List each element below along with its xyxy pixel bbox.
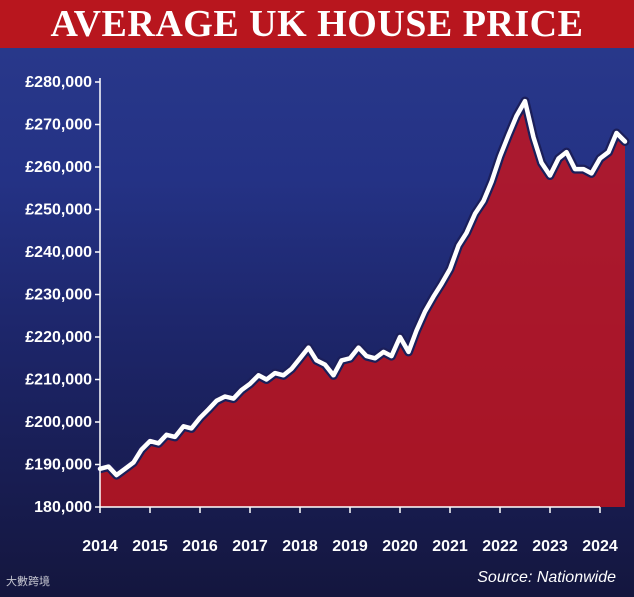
data-point [207,407,211,411]
x-tick-label: 2019 [332,538,368,555]
x-tick-label: 2014 [82,538,118,555]
watermark: 大數跨境 [6,575,50,588]
x-tick-label: 2021 [432,538,468,555]
data-point [432,295,436,299]
y-tick-label: £230,000 [25,287,92,304]
y-tick-label: £210,000 [25,372,92,389]
x-tick-label: 2017 [232,538,268,555]
title-bar [0,0,634,48]
y-tick-label: £240,000 [25,244,92,261]
data-point [232,397,236,401]
data-point [623,140,627,144]
data-point [382,350,386,354]
data-point [490,180,494,184]
data-point [498,154,502,158]
data-point [165,433,169,437]
data-point [515,114,519,118]
data-point [115,473,119,477]
data-point [507,133,511,137]
x-tick-label: 2023 [532,538,568,555]
y-axis: £280,000 £270,000 £260,000 £250,000 £240,000… [25,74,101,516]
y-tick-label: £270,000 [25,117,92,134]
x-tick-label: 2022 [482,538,518,555]
line-layer [95,96,630,480]
source-note: Source: Nationwide [477,569,616,586]
data-point [573,167,577,171]
data-point [415,329,419,333]
data-point [523,99,527,103]
data-point [348,356,352,360]
x-tick-label: 2016 [182,538,218,555]
data-point [615,131,619,135]
data-point [315,358,319,362]
y-tick-label: £280,000 [25,74,92,91]
y-tick-label: 180,000 [34,499,92,516]
data-point [307,346,311,350]
data-point [290,367,294,371]
data-point [582,167,586,171]
data-point [265,378,269,382]
price-line [97,98,628,478]
data-point [332,373,336,377]
y-tick-label: £190,000 [25,457,92,474]
x-tick-label: 2015 [132,538,168,555]
data-point [257,373,261,377]
data-point [140,448,144,452]
data-point [473,212,477,216]
data-point [457,244,461,248]
data-point [173,435,177,439]
data-point [215,399,219,403]
x-tick-label: 2018 [282,538,318,555]
data-point [157,441,161,445]
data-point [423,310,427,314]
x-tick-label: 2024 [582,538,618,555]
house-price-chart: £280,000 £270,000 £260,000 £250,000 £240,000… [25,74,630,555]
data-point [240,388,244,392]
data-point [298,356,302,360]
price-area [100,101,625,507]
data-point [590,171,594,175]
data-point [448,267,452,271]
data-point [182,424,186,428]
data-point [557,157,561,161]
data-point [398,335,402,339]
data-point [465,231,469,235]
y-tick-label: £220,000 [25,329,92,346]
data-point [340,358,344,362]
data-point [357,346,361,350]
x-tick-label: 2020 [382,538,418,555]
data-point [273,371,277,375]
data-point [365,354,369,358]
data-point [482,199,486,203]
data-point [148,439,152,443]
data-point [123,467,127,471]
y-tick-label: £200,000 [25,414,92,431]
y-tick-label: £250,000 [25,202,92,219]
data-point [548,174,552,178]
x-axis: 2014 2015 2016 2017 2018 2019 2020 2021 2022 2023… [82,506,618,555]
data-point [540,161,544,165]
data-point [607,150,611,154]
data-point [407,350,411,354]
data-point [248,382,252,386]
data-point [323,363,327,367]
data-point [132,460,136,464]
data-point [598,157,602,161]
data-point [107,465,111,469]
area-layer [100,101,625,507]
data-point [440,282,444,286]
data-point [565,150,569,154]
data-point [373,356,377,360]
data-point [282,373,286,377]
data-point [190,426,194,430]
data-point [390,354,394,358]
data-point [198,416,202,420]
data-point [532,135,536,139]
y-tick-label: £260,000 [25,159,92,176]
chart-title: AVERAGE UK HOUSE PRICE [50,3,584,45]
data-point [223,395,227,399]
